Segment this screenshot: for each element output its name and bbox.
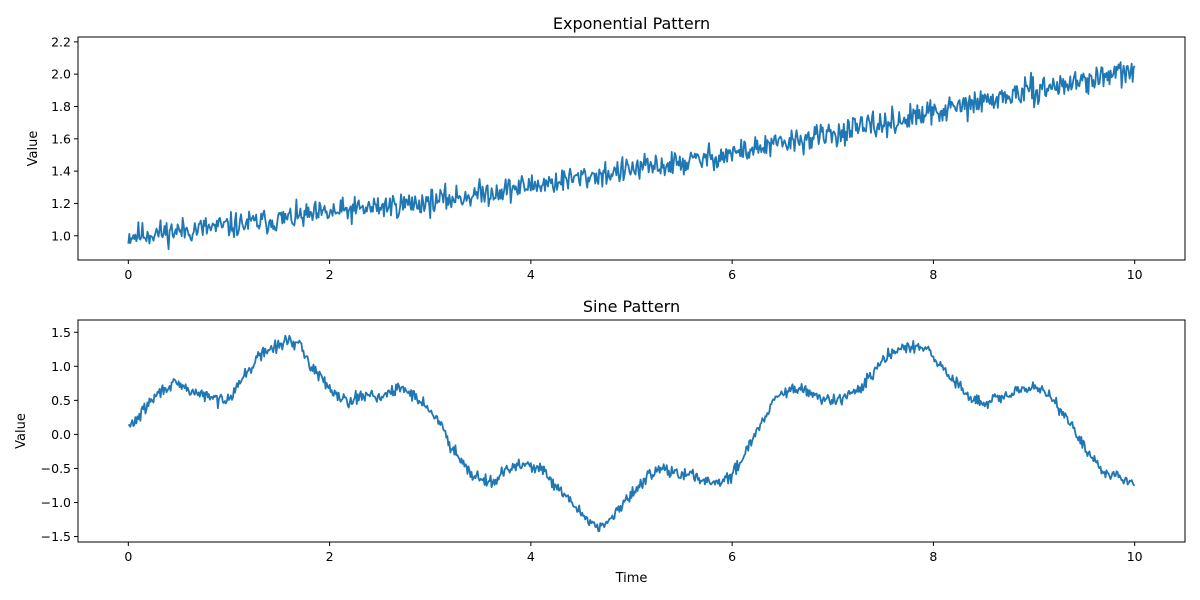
x-tick-label: 6 — [728, 267, 736, 282]
x-axis-label: Time — [615, 571, 648, 586]
y-tick-label: −0.5 — [41, 461, 71, 476]
plot-area — [127, 334, 1136, 533]
chart-title: Exponential Pattern — [553, 14, 710, 33]
y-tick-label: 1.8 — [51, 99, 71, 114]
series-line — [127, 334, 1136, 533]
ticks: 0 2 4 6 8 10 −1.5 −1.0 −0.5 0.0 0.5 1.0 1.5 — [41, 325, 1143, 564]
axes-frame — [77, 319, 1186, 543]
chart-title: Sine Pattern — [583, 297, 680, 316]
y-tick-label: 1.5 — [51, 325, 71, 340]
x-tick-label: 0 — [124, 267, 132, 282]
x-tick-label: 4 — [527, 267, 535, 282]
x-tick-label: 6 — [728, 549, 736, 564]
x-tick-label: 2 — [326, 549, 334, 564]
ticks: 0 2 4 6 8 10 1.0 1.2 1.4 1.6 1.8 2.0 2.2 — [51, 34, 1143, 282]
y-tick-label: 2.0 — [51, 67, 71, 82]
y-tick-label: −1.5 — [41, 529, 71, 544]
sine-chart: Sine Pattern Value Time 0 2 4 6 8 10 −1.5 −1.0 −… — [14, 297, 1186, 586]
x-tick-label: 10 — [1127, 267, 1143, 282]
exponential-chart: Exponential Pattern Value 0 2 4 6 8 10 1.0 1.2 1… — [26, 14, 1186, 282]
y-tick-label: 1.0 — [51, 359, 71, 374]
series-line — [127, 61, 1136, 251]
y-axis-label: Value — [26, 131, 41, 167]
y-axis-label: Value — [14, 413, 29, 449]
x-tick-label: 2 — [326, 267, 334, 282]
y-tick-label: 0.5 — [51, 393, 71, 408]
x-tick-label: 8 — [929, 549, 937, 564]
x-tick-label: 8 — [929, 267, 937, 282]
axes-frame — [77, 36, 1186, 261]
x-tick-label: 4 — [527, 549, 535, 564]
x-tick-label: 0 — [124, 549, 132, 564]
y-tick-label: 1.4 — [51, 164, 71, 179]
plot-area — [127, 61, 1136, 251]
y-tick-label: 1.2 — [51, 196, 71, 211]
y-tick-label: 1.0 — [51, 228, 71, 243]
y-tick-label: 1.6 — [51, 131, 71, 146]
y-tick-label: 0.0 — [51, 427, 71, 442]
y-tick-label: −1.0 — [41, 495, 71, 510]
y-tick-label: 2.2 — [51, 34, 71, 49]
x-tick-label: 10 — [1127, 549, 1143, 564]
